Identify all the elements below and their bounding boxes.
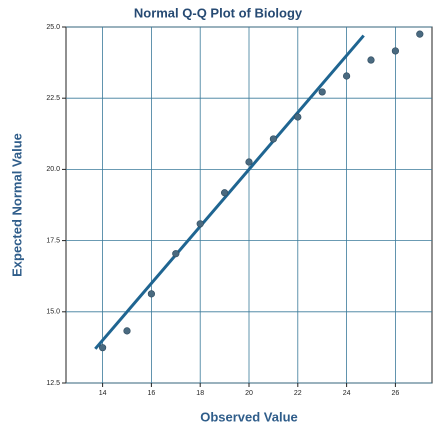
data-point — [147, 290, 155, 298]
x-tick-label: 14 — [99, 390, 107, 397]
data-point — [318, 88, 326, 96]
data-point — [294, 113, 302, 121]
x-tick-label: 22 — [294, 390, 302, 397]
data-point — [98, 344, 107, 352]
data-point — [269, 135, 278, 143]
y-tick-label: 17.5 — [46, 237, 60, 244]
data-point — [245, 158, 253, 166]
y-tick-label: 25.0 — [46, 24, 60, 31]
data-point — [391, 47, 400, 55]
x-tick-label: 18 — [196, 390, 204, 397]
y-tick-label: 12.5 — [46, 380, 60, 387]
chart-title: Normal Q-Q Plot of Biology — [134, 5, 303, 20]
data-point — [123, 327, 131, 335]
x-tick-label: 26 — [392, 390, 400, 397]
data-point — [343, 72, 351, 80]
data-point — [221, 189, 229, 197]
data-point — [416, 30, 424, 38]
data-point — [367, 56, 375, 64]
reference-line — [94, 34, 365, 350]
y-tick-label: 20.0 — [46, 166, 60, 173]
x-tick-label: 20 — [245, 390, 253, 397]
x-tick-label: 24 — [343, 390, 351, 397]
data-point — [172, 250, 180, 258]
y-tick-label: 15.0 — [46, 309, 60, 316]
y-axis-label: Expected Normal Value — [9, 133, 24, 277]
y-tick-label: 22.5 — [46, 95, 60, 102]
x-tick-label: 16 — [148, 390, 156, 397]
x-axis-label: Observed Value — [200, 409, 298, 424]
data-point — [196, 220, 204, 228]
